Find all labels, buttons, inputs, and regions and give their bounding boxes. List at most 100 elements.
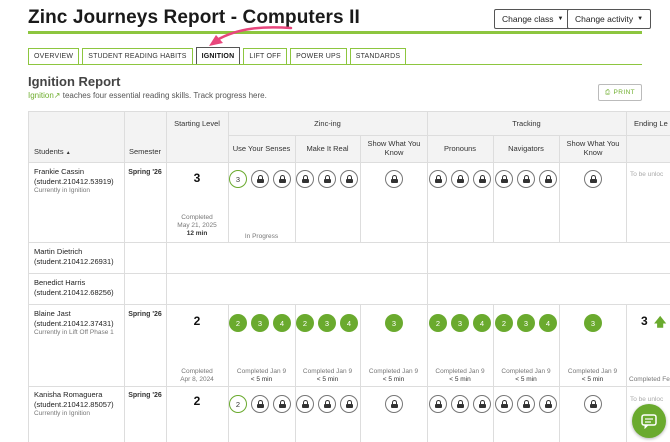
report-description: Ignition↗ teaches four essential reading… [28,91,267,100]
caret-down-icon: ▼ [637,16,644,22]
level-2-circle[interactable]: 2 [229,395,247,413]
semester-value: Spring '26 [128,169,162,176]
lock-icon [429,170,447,188]
student-name: Kanisha Romaguera [34,390,103,399]
report-title: Ignition Report [28,74,121,89]
caret-down-icon: ▼ [557,16,564,22]
table-header-bg [28,111,670,162]
external-link-icon[interactable]: ↗ [53,91,61,100]
lock-icon [517,395,535,413]
tab-lift-off[interactable]: LIFT OFF [243,48,288,64]
student-status: Currently in Ignition [34,410,90,417]
show-what-you-know-header-1: Show What You Know [367,139,421,157]
make-it-real-header: Make It Real [306,144,349,153]
tab-divider [28,64,642,65]
lock-icon [273,170,291,188]
student-name: Martin Dietrich [34,247,83,256]
time-label: < 5 min [382,376,405,383]
annotation-arrow-icon [209,26,293,46]
printer-icon: ⎙ [604,88,611,96]
starting-level-header: Starting Level [174,119,220,128]
tracking-header: Tracking [512,119,541,128]
tab-power-ups[interactable]: POWER UPS [290,48,347,64]
time-label: < 5 min [515,376,537,383]
student-name: Blaine Jast [34,309,71,318]
zincing-header: Zinc-ing [314,119,341,128]
time-label: < 5 min [250,376,273,383]
lock-icon [495,170,513,188]
lock-icon [251,170,269,188]
lock-icon [539,170,557,188]
student-id: (student.210412.85057) [34,399,114,409]
level-2-done-circle[interactable]: 2 [229,314,247,332]
lock-icon [340,170,358,188]
level-3-done-circle[interactable]: 3 [385,314,403,332]
chat-bubble-icon [641,413,657,429]
tab-overview[interactable]: OVERVIEW [28,48,80,64]
completed-label: Completed Jan 9 [236,368,287,375]
table-row-benedict[interactable]: Benedict Harris (student.210412.68256) [34,278,114,297]
page-title: Zinc Journeys Report - Computers II [28,7,360,28]
level-3-done-circle[interactable]: 3 [517,314,535,332]
ending-level-value: 3 [641,314,648,328]
level-3-done-circle[interactable]: 3 [584,314,602,332]
lock-icon [429,395,447,413]
semester-value: Spring '26 [128,311,162,318]
report-table: Students ▲ Semester Starting Level Zinc-… [28,111,670,442]
change-class-label: Change class [502,14,554,24]
navigators-header: Navigators [508,144,544,153]
table-row-kanisha[interactable]: Kanisha Romaguera (student.210412.85057)… [34,390,114,419]
completed-label: Completed Jan 9 [435,368,485,375]
students-column-header[interactable]: Students ▲ [34,147,71,158]
chat-button[interactable] [632,404,666,438]
tab-standards[interactable]: STANDARDS [349,48,407,64]
level-3-done-circle[interactable]: 3 [251,314,269,332]
table-row-frankie[interactable]: Frankie Cassin (student.210412.53919) Cu… [34,167,114,196]
level-2-done-circle[interactable]: 2 [296,314,314,332]
starting-level-date: Apr 8, 2024 [180,376,214,383]
header-divider [28,31,642,34]
student-id: (student.210412.26931) [34,256,114,266]
lock-icon [539,395,557,413]
completed-label: Completed Jan 9 [567,368,618,375]
lock-icon [584,170,602,188]
table-row-blaine[interactable]: Blaine Jast (student.210412.37431) Curre… [34,309,114,338]
lock-icon [340,395,358,413]
completed-label: Completed Jan 9 [501,368,551,375]
lock-icon [473,170,491,188]
student-name: Frankie Cassin [34,167,85,176]
starting-level-value: 3 [193,171,201,185]
time-label: < 5 min [316,376,339,383]
student-status: Currently in Ignition [34,187,90,194]
change-activity-button[interactable]: Change activity ▼ [567,9,652,29]
tab-ignition[interactable]: IGNITION [195,47,241,64]
lock-icon [385,170,403,188]
semester-value: Spring '26 [128,392,162,399]
lock-icon [495,395,513,413]
lock-icon [296,170,314,188]
level-4-done-circle[interactable]: 4 [340,314,358,332]
lock-icon [451,170,469,188]
level-3-circle[interactable]: 3 [229,170,247,188]
level-4-done-circle[interactable]: 4 [539,314,557,332]
tab-student-reading-habits[interactable]: STUDENT READING HABITS [82,48,193,64]
print-button[interactable]: ⎙ PRINT [598,84,642,101]
ending-level-locked: To be unloc [630,171,664,178]
level-2-done-circle[interactable]: 2 [495,314,513,332]
starting-level-completed: Completed [181,368,213,375]
level-4-done-circle[interactable]: 4 [273,314,291,332]
lock-icon [318,170,336,188]
ending-level-header: Ending Le [634,119,668,128]
students-header-label: Students [34,147,64,156]
change-class-button[interactable]: Change class ▼ [494,9,572,29]
starting-level-value: 2 [193,394,201,408]
starting-level-date: May 21, 2025 [177,222,217,229]
level-4-done-circle[interactable]: 4 [473,314,491,332]
ignition-link[interactable]: Ignition [28,91,54,100]
level-2-done-circle[interactable]: 2 [429,314,447,332]
level-3-done-circle[interactable]: 3 [318,314,336,332]
level-3-done-circle[interactable]: 3 [451,314,469,332]
starting-level-completed: Completed [181,214,213,221]
description-text: teaches four essential reading skills. T… [60,91,267,100]
table-row-martin[interactable]: Martin Dietrich (student.210412.26931) [34,247,114,266]
